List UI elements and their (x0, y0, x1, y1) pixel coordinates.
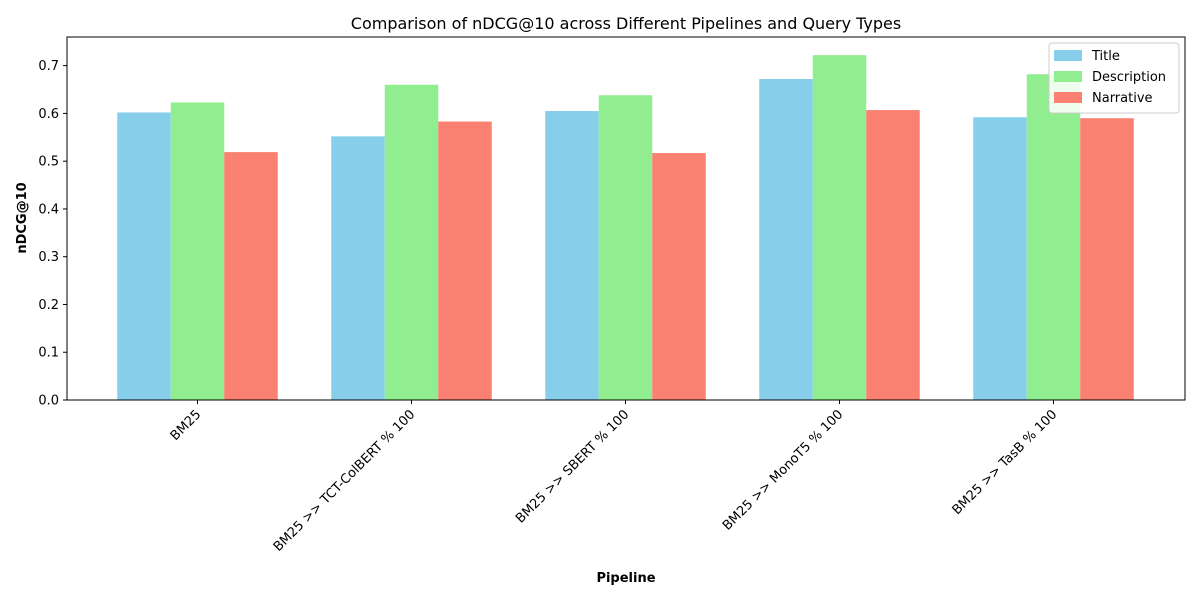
x-tick-label: BM25 (168, 407, 205, 444)
bar-narrative-0 (224, 152, 278, 400)
y-tick-label: 0.3 (38, 250, 59, 265)
bar-description-2 (598, 95, 653, 400)
legend: Title Description Narrative (1048, 42, 1180, 114)
bar-description-3 (812, 55, 867, 401)
bar-title-0 (117, 112, 171, 400)
legend-swatch-narrative (1054, 92, 1082, 103)
x-axis-label: Pipeline (596, 571, 655, 586)
bar-description-4 (1026, 74, 1081, 401)
bar-narrative-4 (1080, 118, 1134, 401)
bar-title-4 (973, 117, 1027, 401)
y-tick-label: 0.0 (38, 394, 59, 409)
legend-label-description: Description (1092, 70, 1166, 85)
chart-title: Comparison of nDCG@10 across Different P… (351, 14, 901, 33)
x-tick-label: BM25 >> TCT-ColBERT % 100 (271, 407, 419, 555)
legend-label-narrative: Narrative (1092, 91, 1153, 106)
bar-description-1 (384, 84, 439, 401)
x-axis: BM25 BM25 >> TCT-ColBERT % 100 BM25 >> SBE… (168, 400, 1061, 555)
x-tick-label: BM25 >> SBERT % 100 (513, 407, 632, 526)
bar-title-1 (331, 136, 385, 401)
bar-narrative-2 (652, 153, 706, 400)
bar-title-3 (759, 79, 813, 400)
plot-frame (66, 36, 1186, 401)
y-axis-label: nDCG@10 (15, 182, 30, 253)
legend-label-title: Title (1091, 49, 1120, 64)
y-tick-label: 0.7 (38, 59, 59, 74)
bars (117, 55, 1134, 401)
y-tick-label: 0.4 (38, 202, 59, 217)
x-tick-label: BM25 >> TasB % 100 (950, 407, 1061, 518)
legend-swatch-description (1054, 71, 1082, 82)
bar-title-2 (545, 111, 599, 400)
y-axis: 0.0 0.1 0.2 0.3 0.4 0.5 0.6 0.7 (38, 59, 67, 409)
legend-swatch-title (1054, 50, 1082, 61)
y-tick-label: 0.5 (38, 155, 59, 170)
x-tick-label: BM25 >> MonoT5 % 100 (720, 407, 846, 533)
y-tick-label: 0.6 (38, 107, 59, 122)
bar-description-0 (170, 102, 225, 401)
y-tick-label: 0.2 (38, 298, 59, 313)
bar-narrative-1 (438, 121, 492, 401)
bar-narrative-3 (866, 110, 920, 400)
y-tick-label: 0.1 (38, 346, 59, 361)
